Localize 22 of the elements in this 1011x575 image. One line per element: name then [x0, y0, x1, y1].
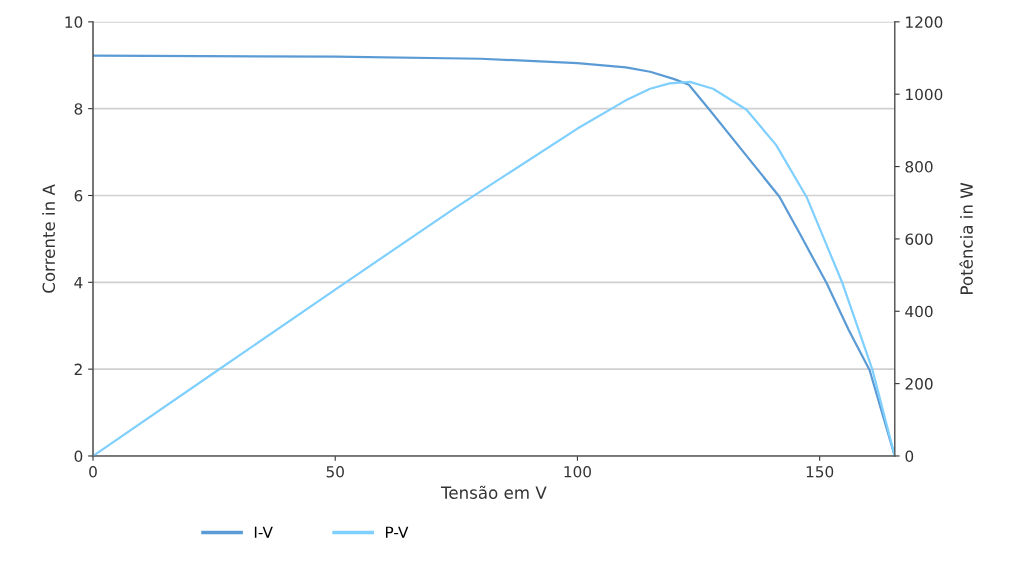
x-tick-label: 150 — [806, 465, 834, 478]
y2-tick-label: 800 — [905, 161, 933, 173]
x-axis-title: Tensão em V — [440, 485, 547, 499]
y2-tick-label: 0 — [905, 450, 914, 462]
x-tick-label: 0 — [89, 465, 97, 478]
y-tick-label: 4 — [74, 276, 83, 289]
legend-label: P-V — [385, 526, 409, 538]
x-tick-label: 50 — [326, 465, 344, 478]
x-tick-label: 100 — [564, 465, 591, 478]
y2-tick-label: 200 — [905, 378, 933, 390]
legend-label: I-V — [254, 526, 273, 538]
y-tick-label: 10 — [65, 16, 83, 28]
y2-tick-label: 1200 — [906, 16, 943, 28]
y2-tick-label: 400 — [905, 305, 933, 318]
y2-axis-title: Potência in W — [959, 182, 973, 294]
y-axis-title: Corrente in A — [42, 184, 56, 293]
y-tick-label: 0 — [74, 450, 83, 462]
y2-tick-label: 1000 — [906, 88, 943, 101]
y-tick-label: 2 — [74, 363, 82, 375]
y2-tick-label: 600 — [905, 233, 933, 245]
y-tick-label: 6 — [74, 189, 83, 202]
y-tick-label: 8 — [74, 103, 83, 115]
